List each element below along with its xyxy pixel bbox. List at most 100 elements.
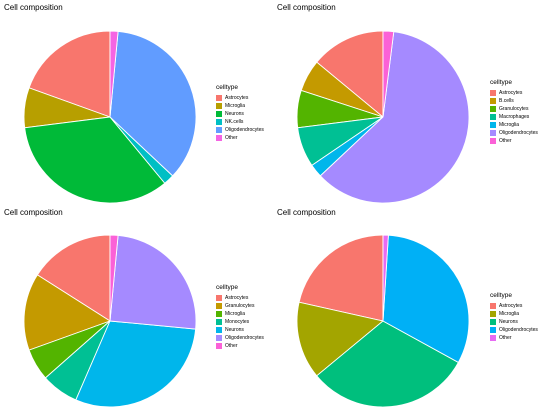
pie-slice-granulocytes [23, 274, 112, 351]
legend-item: Astrocytes [216, 94, 264, 102]
pie-slice-oligodendrocytes [109, 234, 197, 330]
chart-title: Cell composition [4, 3, 63, 12]
legend-item: Other [216, 134, 264, 142]
legend-item: Macrophages [490, 113, 538, 121]
chart-title: Cell composition [277, 208, 336, 217]
legend-item: Other [216, 342, 264, 350]
legend-swatch [490, 98, 496, 104]
chart-title: Cell composition [4, 208, 63, 217]
legend-label: Other [499, 335, 512, 341]
legend-swatch [216, 111, 222, 117]
legend-item: Oligodendrocytes [216, 334, 264, 342]
pie-slice-microglia [296, 301, 384, 377]
legend-item: Neurons [216, 326, 264, 334]
legend-item: Neurons [490, 318, 538, 326]
legend-item: Astrocytes [490, 89, 538, 97]
pie-slice-astrocytes [316, 30, 384, 118]
legend-swatch [490, 138, 496, 144]
legend-item: Microglia [216, 310, 264, 318]
pie-slice-other [382, 30, 395, 118]
legend-label: Microglia [225, 311, 246, 317]
legend-label: Astrocytes [225, 295, 249, 301]
legend-label: Neurons [225, 327, 244, 333]
legend-swatch [216, 303, 222, 309]
pie-slice-oligodendrocytes [319, 31, 470, 204]
legend-swatch [216, 103, 222, 109]
legend-swatch [490, 106, 496, 112]
legend-title: celltype [216, 284, 239, 291]
pie-slice-astrocytes [36, 234, 111, 322]
legend-item: B.cells [490, 97, 538, 105]
legend-item: Monocytes [216, 318, 264, 326]
legend-label: Oligodendrocytes [499, 130, 538, 136]
legend-swatch [216, 119, 222, 125]
legend-title: celltype [490, 292, 513, 299]
legend-swatch [490, 319, 496, 325]
pie-slice-other [109, 30, 119, 118]
legend-item: NK.cells [216, 118, 264, 126]
legend-swatch [490, 303, 496, 309]
legend-label: Other [225, 135, 238, 141]
legend-swatch [216, 335, 222, 341]
legend-swatch [216, 319, 222, 325]
pie-slice-astrocytes [28, 30, 111, 118]
legend-label: Microglia [499, 311, 520, 317]
legend-swatch [490, 130, 496, 136]
legend: celltype Astrocytes B.cells Granulocytes Mac… [490, 79, 538, 145]
legend-item: Granulocytes [216, 302, 264, 310]
legend-label: Other [499, 138, 512, 144]
legend-label: Oligodendrocytes [225, 127, 264, 133]
legend-item: Microglia [490, 121, 538, 129]
legend-label: Microglia [225, 103, 246, 109]
legend-label: B.cells [499, 98, 514, 104]
legend-item: Astrocytes [216, 294, 264, 302]
legend-swatch [216, 95, 222, 101]
legend-item: Other [490, 137, 538, 145]
pie-slice-oligodendrocytes [109, 30, 197, 177]
legend-label: Astrocytes [499, 90, 523, 96]
pie-slice-other [382, 234, 389, 322]
legend-label: Oligodendrocytes [225, 335, 264, 341]
legend-swatch [490, 311, 496, 317]
legend-swatch [490, 90, 496, 96]
legend-swatch [216, 327, 222, 333]
legend-label: Microglia [499, 122, 520, 128]
pie-slice-other [109, 234, 119, 322]
legend: celltype Astrocytes Microglia Neurons NK.cel… [216, 84, 264, 142]
pie-slice-astrocytes [298, 234, 384, 322]
legend-item: Oligodendrocytes [216, 126, 264, 134]
legend-item: Microglia [216, 102, 264, 110]
legend-label: Neurons [225, 111, 244, 117]
legend-item: Oligodendrocytes [490, 129, 538, 137]
legend-item: Other [490, 334, 538, 342]
legend-label: Granulocytes [499, 106, 529, 112]
legend-title: celltype [490, 79, 513, 86]
legend-swatch [490, 335, 496, 341]
legend-item: Astrocytes [490, 302, 538, 310]
legend-swatch [490, 114, 496, 120]
legend-item: Oligodendrocytes [490, 326, 538, 334]
legend-label: Astrocytes [225, 95, 249, 101]
pie-slice-neurons [24, 116, 166, 204]
legend-label: Neurons [499, 319, 518, 325]
legend: celltype Astrocytes Microglia Neurons Oligod… [490, 292, 538, 342]
legend-label: Astrocytes [499, 303, 523, 309]
legend-item: Microglia [490, 310, 538, 318]
pie-slice-neurons [316, 320, 459, 408]
legend-title: celltype [216, 84, 239, 91]
legend-swatch [490, 327, 496, 333]
legend-swatch [216, 135, 222, 141]
legend-swatch [490, 122, 496, 128]
legend-swatch [216, 311, 222, 317]
legend-label: Macrophages [499, 114, 530, 120]
legend-label: Monocytes [225, 319, 250, 325]
pie-slice-neurons [75, 320, 197, 408]
pie-slice-oligodendrocytes [382, 234, 470, 364]
legend-item: Granulocytes [490, 105, 538, 113]
chart-title: Cell composition [277, 3, 336, 12]
legend-label: Oligodendrocytes [499, 327, 538, 333]
